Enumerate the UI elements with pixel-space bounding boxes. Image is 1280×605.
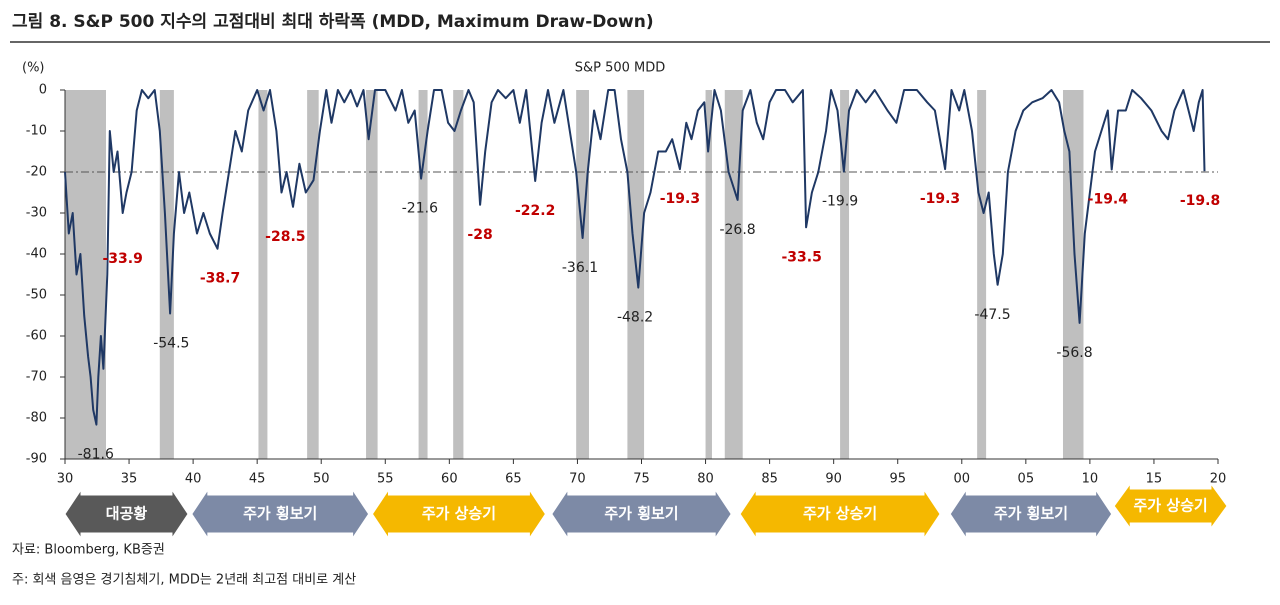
- phase-label: 주가 횡보기: [994, 505, 1068, 523]
- data-label: -21.6: [402, 201, 438, 217]
- phase-arrow: [949, 488, 1113, 540]
- data-label: -33.5: [781, 249, 821, 265]
- phase-arrow: [551, 488, 732, 540]
- data-label: -33.9: [102, 251, 142, 267]
- chart-subtitle: S&P 500 MDD: [575, 61, 666, 76]
- recession-band: [576, 90, 589, 459]
- phase-arrow: [64, 488, 189, 540]
- data-label: -22.2: [515, 203, 555, 219]
- x-tick-label: 15: [1146, 472, 1163, 487]
- data-label: -56.8: [1056, 345, 1092, 361]
- phase-arrow: [191, 488, 370, 540]
- data-label: -36.1: [562, 260, 598, 276]
- phase-arrow: [371, 488, 547, 540]
- phase-label: 대공황: [106, 505, 148, 523]
- x-tick-label: 60: [441, 472, 458, 487]
- recession-band: [705, 90, 712, 459]
- x-tick-label: 65: [505, 472, 522, 487]
- phase-label: 주가 횡보기: [243, 505, 317, 523]
- x-tick-label: 70: [569, 472, 586, 487]
- x-tick-label: 90: [825, 472, 842, 487]
- mdd-line: [64, 89, 1206, 426]
- data-label: -81.6: [78, 447, 114, 463]
- x-tick-label: 10: [1082, 472, 1099, 487]
- y-tick-label: 0: [39, 83, 47, 98]
- x-tick-label: 85: [761, 472, 778, 487]
- source: 자료: Bloomberg, KB증권: [12, 543, 165, 558]
- x-tick-label: 35: [121, 472, 138, 487]
- recession-band: [366, 90, 378, 459]
- x-tick-label: 00: [954, 472, 971, 487]
- data-label: -47.5: [974, 307, 1010, 323]
- phase-label: 주가 횡보기: [604, 505, 678, 523]
- y-tick-label: -40: [26, 247, 47, 262]
- phase-arrow: [1113, 482, 1228, 530]
- data-label: -19.3: [920, 191, 960, 207]
- y-axis-label: (%): [22, 61, 45, 76]
- phase-label: 주가 상승기: [422, 505, 496, 523]
- data-label: -19.3: [660, 191, 700, 207]
- recession-band: [1062, 90, 1084, 459]
- recession-band: [418, 90, 428, 459]
- x-tick-label: 75: [633, 472, 650, 487]
- recession-band: [307, 90, 319, 459]
- y-tick-label: -60: [26, 329, 47, 344]
- x-tick-label: 30: [57, 472, 74, 487]
- x-tick-label: 50: [313, 472, 330, 487]
- y-tick-label: -10: [26, 124, 47, 139]
- y-tick-label: -70: [26, 370, 47, 385]
- recession-band: [977, 90, 987, 459]
- x-tick-label: 20: [1210, 472, 1227, 487]
- data-label: -38.7: [200, 271, 240, 287]
- x-tick-label: 55: [377, 472, 394, 487]
- data-label: -28.5: [265, 229, 305, 245]
- recession-band: [258, 90, 268, 459]
- data-label: -48.2: [617, 310, 653, 326]
- recession-band: [453, 90, 464, 459]
- data-label: -28: [467, 227, 492, 243]
- data-label: -19.9: [822, 194, 858, 210]
- phase-label: 주가 상승기: [803, 505, 877, 523]
- data-label: -54.5: [153, 335, 189, 351]
- y-tick-label: -50: [26, 288, 47, 303]
- data-label: -19.4: [1088, 192, 1129, 208]
- y-tick-label: -20: [26, 165, 47, 180]
- phase-label: 주가 상승기: [1133, 497, 1207, 515]
- data-label: -19.8: [1180, 193, 1220, 209]
- data-label: -26.8: [719, 222, 755, 238]
- note: 주: 회색 음영은 경기침체기, MDD는 2년래 최고점 대비로 계산: [12, 573, 356, 588]
- y-tick-label: -80: [26, 411, 47, 426]
- recession-band: [840, 90, 850, 459]
- recession-band: [65, 90, 106, 459]
- x-tick-label: 05: [1018, 472, 1035, 487]
- chart-title: 그림 8. S&P 500 지수의 고점대비 최대 하락폭 (MDD, Maxi…: [12, 12, 654, 32]
- x-tick-label: 95: [889, 472, 906, 487]
- x-tick-label: 40: [185, 472, 202, 487]
- y-tick-label: -90: [26, 452, 47, 467]
- x-tick-label: 80: [697, 472, 714, 487]
- phase-arrow: [739, 488, 941, 540]
- recession-band: [627, 90, 645, 459]
- x-tick-label: 45: [249, 472, 266, 487]
- y-tick-label: -30: [26, 206, 47, 221]
